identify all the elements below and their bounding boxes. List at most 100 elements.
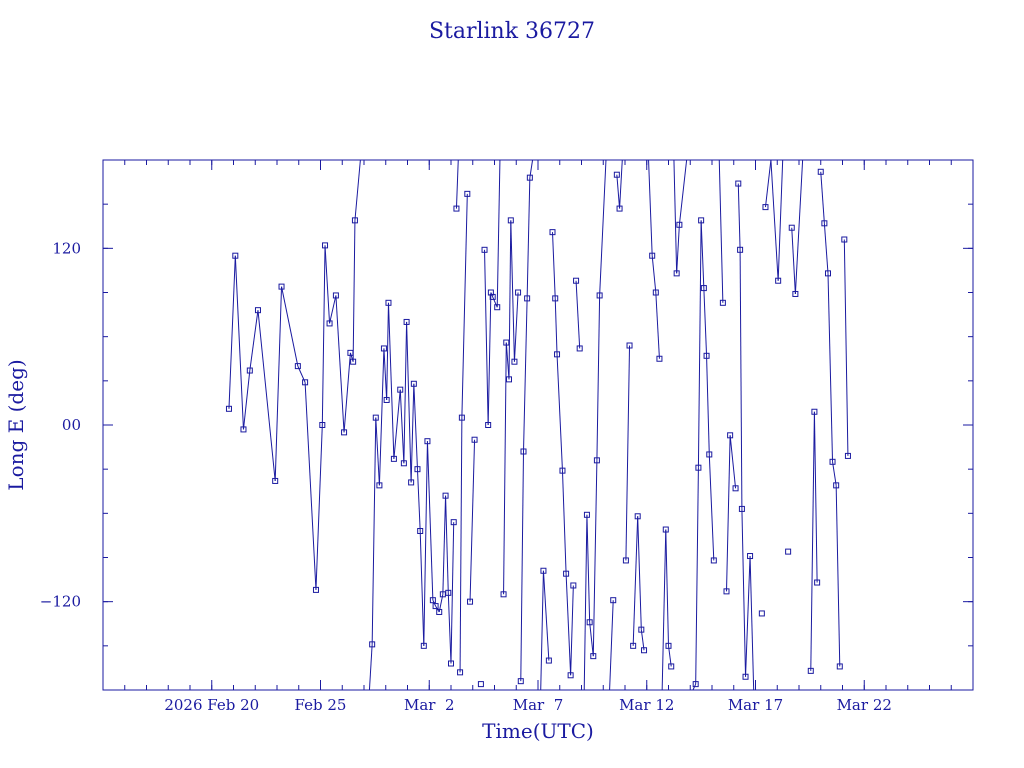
- series-segment: [274, 286, 283, 481]
- series-segment: [813, 411, 818, 583]
- x-tick-label: Mar 2: [404, 696, 455, 714]
- series-segment: [823, 223, 829, 274]
- data-point-marker: [376, 482, 383, 489]
- series-segment: [419, 530, 425, 646]
- series-segment: [416, 469, 421, 532]
- series-segment: [406, 321, 412, 483]
- series-segment: [596, 295, 601, 461]
- data-point-marker: [825, 270, 831, 277]
- data-point-marker: [517, 678, 524, 685]
- series-segment: [281, 286, 299, 367]
- series-segment: [843, 239, 849, 456]
- data-point-marker: [762, 204, 769, 211]
- data-point-marker: [833, 482, 840, 489]
- series-segment: [737, 183, 741, 250]
- data-point-marker: [590, 653, 597, 660]
- data-point-marker: [665, 642, 672, 649]
- data-point-marker: [408, 479, 415, 486]
- y-axis-label: Long E (deg): [4, 359, 28, 490]
- data-point-marker: [695, 464, 702, 471]
- series-segment: [791, 227, 796, 294]
- data-point-marker: [385, 299, 392, 306]
- series-segment: [304, 382, 317, 590]
- data-point-marker: [294, 363, 301, 370]
- series-segment: [745, 556, 751, 677]
- plot-series: [225, 159, 851, 691]
- series-segment: [764, 159, 772, 208]
- data-point-marker: [626, 342, 633, 349]
- series-segment: [242, 370, 251, 430]
- x-axis-label: Time(UTC): [482, 719, 594, 743]
- x-tick-label: Mar 22: [837, 696, 892, 714]
- data-point-marker: [596, 292, 603, 299]
- data-point-marker: [727, 432, 734, 439]
- series-segment: [552, 232, 556, 299]
- data-point-marker: [698, 217, 705, 224]
- series-segment: [718, 159, 724, 303]
- data-point-marker: [792, 290, 799, 297]
- series-segment: [487, 292, 492, 426]
- data-point-marker: [737, 246, 744, 253]
- series-segment: [445, 495, 449, 593]
- data-point-marker: [397, 386, 404, 393]
- data-point-marker: [240, 426, 247, 433]
- data-point-marker: [414, 466, 421, 473]
- series-segment: [526, 177, 531, 299]
- data-point-marker: [738, 505, 745, 512]
- chart-title: Starlink 36727: [429, 19, 595, 44]
- series-segment: [695, 467, 699, 685]
- series-segment: [520, 451, 524, 682]
- series-segment: [423, 441, 428, 646]
- data-point-marker: [511, 358, 518, 365]
- x-tick-label: Mar 17: [728, 696, 783, 714]
- data-point-marker: [464, 190, 471, 197]
- data-point-marker: [403, 318, 410, 325]
- series-segment: [403, 321, 408, 464]
- series-segment: [655, 292, 660, 359]
- data-point-marker: [450, 519, 457, 526]
- series-segment: [625, 345, 631, 561]
- data-point-marker: [424, 438, 431, 445]
- series-segment: [583, 514, 588, 691]
- data-point-marker: [383, 396, 390, 403]
- series-segment: [540, 570, 544, 691]
- data-point-marker: [758, 610, 765, 617]
- series-segment: [832, 461, 837, 486]
- series-segment: [726, 435, 731, 592]
- series-segment: [496, 159, 501, 308]
- series-segment: [343, 352, 351, 433]
- data-point-marker: [593, 457, 600, 464]
- series-segment: [542, 570, 550, 661]
- data-point-marker: [453, 205, 460, 212]
- data-point-marker: [278, 283, 285, 290]
- data-point-marker: [429, 597, 436, 604]
- series-segment: [648, 159, 653, 256]
- data-point-marker: [524, 295, 531, 302]
- data-point-marker: [448, 660, 454, 667]
- data-point-marker: [485, 422, 492, 428]
- series-segment: [469, 439, 476, 602]
- x-tick-label: Mar 7: [513, 696, 564, 714]
- data-point-marker: [662, 526, 669, 533]
- series-segment: [554, 298, 558, 355]
- series-segment: [368, 644, 373, 691]
- data-point-marker: [649, 252, 656, 259]
- series-segment: [324, 245, 331, 324]
- series-segment: [835, 485, 841, 667]
- data-point-marker: [836, 663, 843, 670]
- series-segment: [678, 159, 688, 225]
- data-point-marker: [347, 349, 354, 356]
- series-segment: [315, 424, 323, 590]
- series-segment: [335, 295, 345, 433]
- x-axis: 2026 Feb 20 Feb 25 Mar 2 Mar 7 Mar 12 Mar 17 M…: [124, 160, 952, 714]
- data-point-marker: [351, 217, 358, 224]
- data-point-marker: [673, 270, 680, 277]
- y-tick-label: −120: [40, 593, 81, 611]
- series-segment: [321, 245, 326, 426]
- data-point-marker: [723, 588, 730, 595]
- data-point-marker: [246, 367, 253, 374]
- series-segment: [820, 171, 825, 224]
- data-point-marker: [545, 657, 552, 664]
- data-point-marker: [503, 339, 510, 346]
